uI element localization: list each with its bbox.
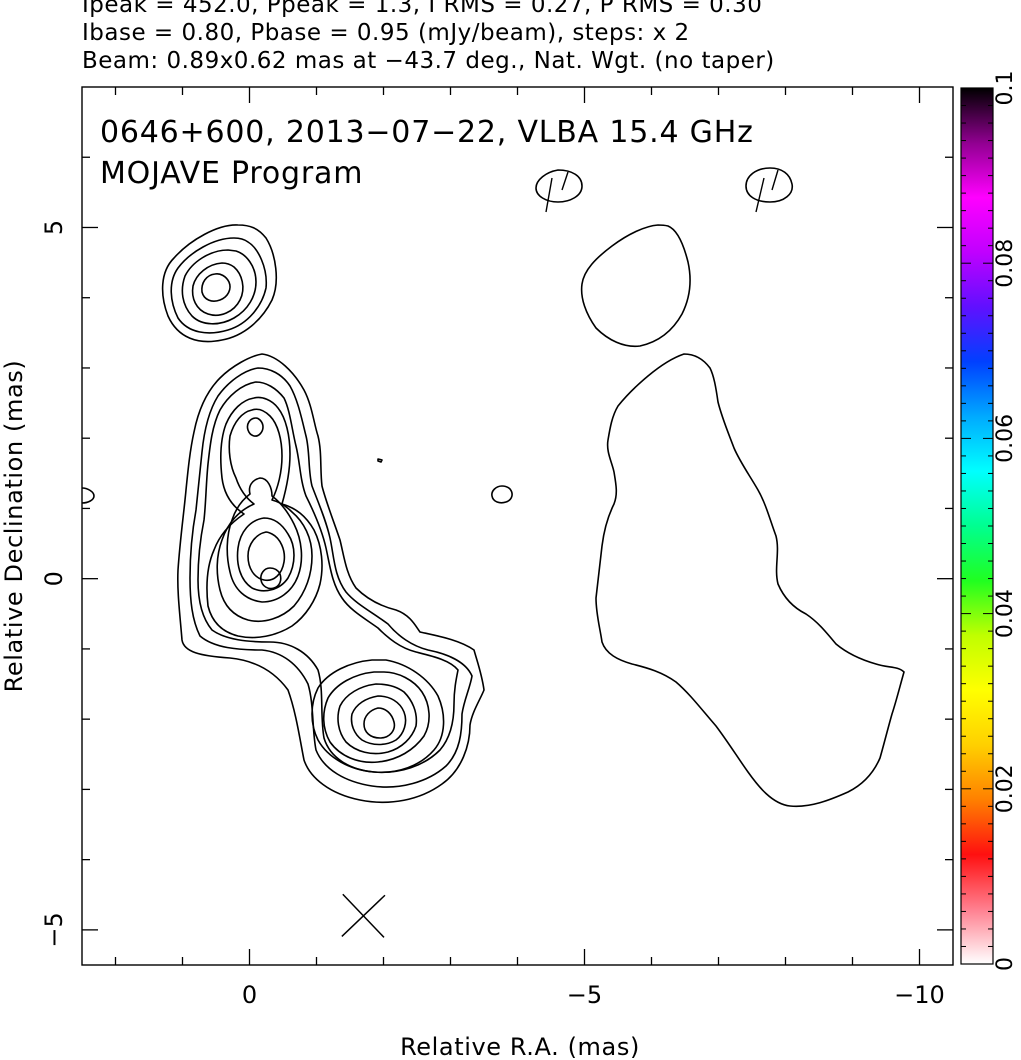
colorbar-tick-label: 0.08	[993, 239, 1018, 288]
contour-north-2	[170, 237, 268, 334]
colorbar-tick-label: 0.02	[993, 764, 1018, 813]
contour-jet-8	[247, 531, 286, 582]
p-contour-north	[580, 224, 691, 348]
x-tick-labels: 0 −5 −10	[242, 981, 945, 1009]
evpa-vector	[755, 177, 765, 213]
chart-title: 0646+600, 2013−07−22, VLBA 15.4 GHz	[100, 115, 754, 150]
evpa-vector	[561, 171, 569, 191]
evpa-vector	[771, 169, 779, 191]
y-tick-label: 0	[40, 571, 68, 586]
colorbar-tick-label: 0.04	[993, 589, 1018, 638]
y-axis-label: Relative Declination (mas)	[0, 360, 28, 693]
contour-knot-south-1	[311, 659, 445, 774]
i-contours	[82, 224, 513, 804]
y-tick-label: 5	[40, 220, 68, 235]
x-tick-label: −10	[894, 981, 945, 1009]
contour-knot-south-4	[350, 695, 407, 746]
colorbar-gradient	[960, 87, 994, 965]
colorbar-tick-label: 0	[993, 957, 1018, 971]
x-tick-label: −5	[567, 981, 602, 1009]
contour-jet-1	[177, 353, 485, 804]
header-line-3: Beam: 0.89x0.62 mas at −43.7 deg., Nat. …	[82, 48, 775, 74]
contour-jet-7	[236, 517, 295, 592]
colorbar-tick-label: 0.1	[993, 71, 1018, 106]
tick-marks	[82, 87, 953, 965]
beam-axis-minor	[341, 894, 386, 937]
contour-jet-5	[216, 408, 313, 622]
contour-jet-3	[197, 381, 459, 774]
colorbar-tick-label: 0.06	[993, 414, 1018, 463]
contour-jet-2	[189, 367, 473, 788]
p-contour-small-1	[535, 169, 583, 203]
p-contours	[535, 167, 905, 808]
contour-knot-south-3	[337, 683, 418, 755]
y-tick-label: −5	[40, 912, 68, 947]
contour-knot-south-5	[363, 707, 396, 739]
chart-subtitle: MOJAVE Program	[100, 156, 363, 191]
evpa-vectors	[545, 169, 779, 213]
contour-north-1	[161, 224, 278, 343]
contour-small-east	[82, 487, 95, 504]
p-contour-small-2	[745, 167, 794, 203]
beam-marker	[341, 893, 386, 938]
p-contour-main	[595, 353, 905, 808]
plot-frame	[81, 86, 954, 966]
contour-north-5	[201, 273, 231, 302]
contour-knot-south-2	[322, 671, 430, 764]
contour-core-peak	[260, 567, 282, 590]
header-line-1: Ipeak = 452.0, Ppeak = 1.3, I RMS = 0.27…	[82, 0, 763, 18]
x-axis-label: Relative R.A. (mas)	[400, 1033, 640, 1060]
colorbar-tick-labels: 0 0.02 0.04 0.06 0.08 0.1	[993, 71, 1018, 972]
contour-jet-6	[226, 477, 303, 603]
x-tick-label: 0	[242, 981, 257, 1009]
contour-knot-north-peak	[246, 417, 264, 437]
contour-jet-4	[206, 396, 323, 639]
contour-north-3	[181, 249, 257, 325]
contour-speck-1	[377, 458, 383, 463]
colorbar	[960, 87, 994, 965]
contour-north-4	[191, 262, 244, 316]
y-tick-labels: 5 0 −5	[40, 220, 68, 948]
evpa-vector	[545, 177, 553, 213]
header-line-2: Ibase = 0.80, Pbase = 0.95 (mJy/beam), s…	[82, 20, 690, 46]
contour-small-mid	[491, 485, 513, 504]
